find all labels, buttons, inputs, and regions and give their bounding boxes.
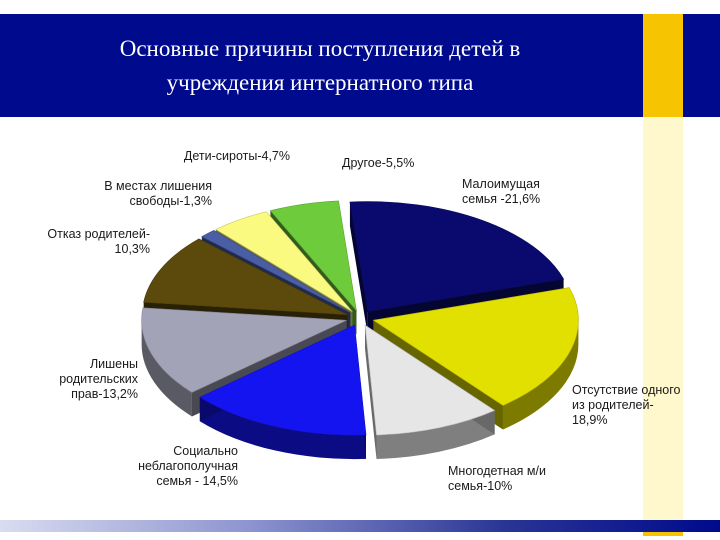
pie-label-5-line-2: родительских (59, 372, 139, 386)
pie-top-layer (141, 200, 579, 436)
accent-band-light (643, 117, 683, 521)
pie-slice-3 (364, 324, 496, 436)
pie-label-3-line-1: Многодетная м/и (448, 464, 546, 478)
pie-slice-6 (143, 238, 348, 316)
pie-label-6-line-1: Отказ родителей- (47, 227, 150, 241)
pie-slice-9 (269, 200, 357, 312)
pie-label-7: В местах лишения свободы-1,3% (104, 179, 212, 208)
pie-label-1-line-2: семья -21,6% (462, 192, 540, 206)
pie-label-7-line-2: свободы-1,3% (130, 194, 212, 208)
pie-slice-4 (199, 324, 367, 436)
title-band: Основные причины поступления детей в учр… (0, 14, 720, 117)
pie-label-8-line-1: Дети-сироты-4,7% (184, 149, 290, 163)
pie-label-9: Другое-5,5% (342, 156, 414, 170)
pie-label-1-line-1: Малоимущая (462, 177, 540, 191)
pie-slice-7 (201, 230, 351, 313)
pie-label-7-line-1: В местах лишения (104, 179, 212, 193)
pie-label-5-line-1: Лишены (90, 357, 138, 371)
pie-label-4: Социально неблагополучная семья - 14,5% (138, 444, 238, 488)
pie-label-2: Отсутствие одного из родителей-18,9% (572, 383, 681, 427)
pie-label-4-line-2: неблагополучная (138, 459, 238, 473)
pie-slice-side-2 (502, 320, 579, 430)
pie-label-3-line-2: семья-10% (448, 479, 512, 493)
pie-slice-side-3 (376, 410, 495, 460)
pie-slice-1 (349, 201, 565, 312)
pie-label-8: Дети-сироты-4,7% (184, 149, 290, 163)
pie-label-2-line-1: Отсутствие одного (572, 383, 681, 397)
pie-label-1: Малоимущая семья -21,6% (462, 177, 540, 206)
pie-slice-edge-3-2 (365, 325, 377, 460)
pie-label-6-line-2: 10,3% (115, 242, 150, 256)
slide-title-line-1: Основные причины поступления детей в (119, 36, 521, 61)
slide-title: Основные причины поступления детей в учр… (40, 32, 600, 100)
pie-label-3: Многодетная м/и семья-10% (448, 464, 546, 493)
pie-label-9-line-1: Другое-5,5% (342, 156, 414, 170)
pie-label-4-line-1: Социально (173, 444, 238, 458)
pie-label-2-line-2: из родителей- (572, 398, 654, 412)
pie-slice-2 (372, 287, 579, 406)
pie-label-6: Отказ родителей-10,3% (47, 227, 150, 256)
pie-slice-8 (215, 211, 353, 312)
pie-labels-layer: Малоимущая семья -21,6% Отсутствие одного и… (47, 149, 680, 493)
pie-label-5: Лишены родительских прав-13,2% (59, 357, 139, 401)
pie-slice-edge-1-1 (349, 202, 368, 336)
pie-label-2-line-3: 18,9% (572, 413, 607, 427)
bottom-gradient-bar (0, 520, 720, 532)
pie-slice-side-5 (141, 320, 192, 417)
pie-label-4-line-3: семья - 14,5% (156, 474, 238, 488)
pie-label-5-line-3: прав-13,2% (71, 387, 138, 401)
pie-slice-5 (141, 307, 347, 393)
slide-title-line-2: учреждения интернатного типа (166, 70, 474, 95)
